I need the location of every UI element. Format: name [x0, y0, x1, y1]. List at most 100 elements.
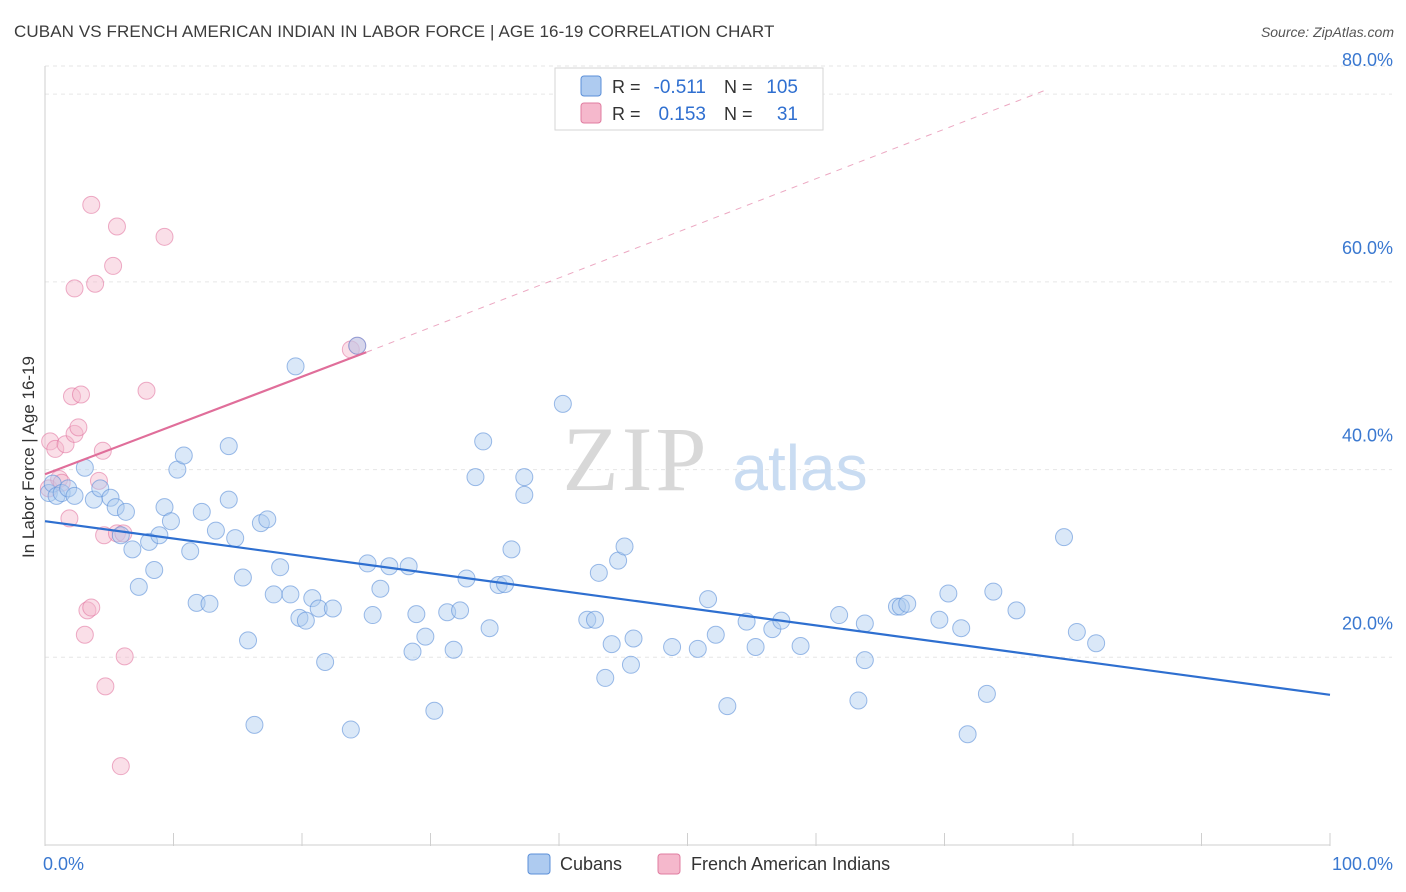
data-point-cubans [952, 619, 971, 638]
data-point-cubans [106, 498, 125, 517]
data-point-french-american-indians [86, 274, 105, 293]
data-point-cubans [316, 652, 335, 671]
data-point-cubans [1067, 622, 1086, 641]
data-point-cubans [145, 561, 164, 580]
data-point-cubans [898, 594, 917, 613]
y-tick-labels: 20.0% 40.0% 60.0% 80.0% [1342, 50, 1393, 633]
data-point-cubans [444, 640, 463, 659]
data-point-cubans [589, 563, 608, 582]
data-point-cubans [111, 526, 130, 545]
data-point-french-american-indians [115, 647, 134, 666]
series-cubans-points [39, 336, 1106, 744]
legend-swatch-french-american-indians [580, 102, 602, 124]
data-point-cubans [59, 479, 78, 498]
legend-bottom-label-cubans: Cubans [560, 854, 622, 874]
trend-line-french-solid [44, 351, 367, 476]
data-point-cubans [585, 610, 604, 629]
data-point-cubans [371, 579, 390, 598]
legend-stats: R = -0.511 N = 105 R = 0.153 N = 31 [554, 67, 824, 131]
trend-line-french-dashed [366, 88, 1048, 353]
data-point-cubans [258, 510, 277, 529]
data-point-cubans [245, 715, 264, 734]
data-point-cubans [451, 601, 470, 620]
data-point-cubans [1087, 634, 1106, 653]
legend-r-value-cubans: -0.511 [654, 77, 706, 98]
x-tick-label-end: 100.0% [1332, 854, 1393, 874]
data-point-french-american-indians [137, 381, 156, 400]
data-point-cubans [123, 540, 142, 559]
legend-r-label-cubans: R = [612, 77, 641, 97]
data-point-cubans [849, 691, 868, 710]
data-point-french-american-indians [62, 387, 81, 406]
data-point-cubans [1055, 528, 1074, 547]
data-point-french-american-indians [71, 385, 90, 404]
data-point-french-american-indians [96, 677, 115, 696]
data-point-cubans [791, 637, 810, 656]
source-credit: Source: ZipAtlas.com [1260, 24, 1394, 40]
data-point-cubans [174, 446, 193, 465]
data-point-cubans [977, 684, 996, 703]
data-point-cubans [200, 594, 219, 613]
data-point-cubans [140, 532, 159, 551]
data-point-cubans [192, 502, 211, 521]
legend-r-label-french: R = [612, 104, 641, 124]
chart-title: CUBAN VS FRENCH AMERICAN INDIAN IN LABOR… [14, 22, 775, 41]
data-point-cubans [416, 627, 435, 646]
data-point-french-american-indians [155, 227, 174, 246]
data-point-cubans [578, 610, 597, 629]
data-point-cubans [271, 558, 290, 577]
watermark-zip: ZIP [563, 408, 710, 510]
data-point-cubans [489, 576, 508, 595]
data-point-cubans [621, 655, 640, 674]
data-point-cubans [226, 529, 245, 548]
data-point-cubans [939, 584, 958, 603]
series-french-american-indians-points [39, 195, 367, 776]
data-point-cubans [65, 486, 84, 505]
data-point-cubans [699, 590, 718, 609]
data-point-cubans [219, 437, 238, 456]
y-tick-label: 60.0% [1342, 238, 1393, 258]
data-point-cubans [887, 597, 906, 616]
y-tick-label: 20.0% [1342, 613, 1393, 633]
trend-line-cubans [44, 520, 1331, 696]
data-point-cubans [706, 625, 725, 644]
y-axis-label: In Labor Force | Age 16-19 [19, 356, 38, 558]
data-point-cubans [746, 637, 765, 656]
data-point-french-american-indians [56, 435, 75, 454]
trend-lines [44, 88, 1331, 696]
gridlines [45, 65, 1392, 658]
y-tick-label: 40.0% [1342, 426, 1393, 446]
data-point-cubans [855, 651, 874, 670]
data-point-cubans [596, 668, 615, 687]
data-point-cubans [219, 490, 238, 509]
data-point-cubans [515, 468, 534, 487]
y-tick-label: 80.0% [1342, 50, 1393, 70]
data-point-cubans [602, 635, 621, 654]
data-point-cubans [181, 542, 200, 561]
data-point-french-american-indians [75, 625, 94, 644]
data-point-french-american-indians [82, 598, 101, 617]
data-point-french-american-indians [60, 509, 79, 528]
data-point-cubans [296, 611, 315, 630]
data-point-cubans [984, 582, 1003, 601]
data-point-cubans [403, 642, 422, 661]
data-point-french-american-indians [104, 256, 123, 275]
data-point-cubans [663, 637, 682, 656]
data-point-cubans [515, 485, 534, 504]
data-point-french-american-indians [107, 217, 126, 236]
legend-series: Cubans French American Indians [527, 853, 890, 875]
legend-bottom-label-french-american-indians: French American Indians [691, 854, 890, 874]
data-point-cubans [502, 540, 521, 559]
data-point-cubans [474, 432, 493, 451]
data-point-cubans [624, 629, 643, 648]
data-point-cubans [161, 512, 180, 531]
data-point-french-american-indians [89, 471, 108, 490]
data-point-cubans [233, 568, 252, 587]
data-point-cubans [425, 701, 444, 720]
legend-n-value-french: 31 [777, 104, 798, 125]
data-point-cubans [930, 610, 949, 629]
data-point-cubans [101, 488, 120, 507]
data-point-cubans [206, 521, 225, 540]
data-point-cubans [480, 619, 499, 638]
legend-n-label-cubans: N = [724, 77, 753, 97]
